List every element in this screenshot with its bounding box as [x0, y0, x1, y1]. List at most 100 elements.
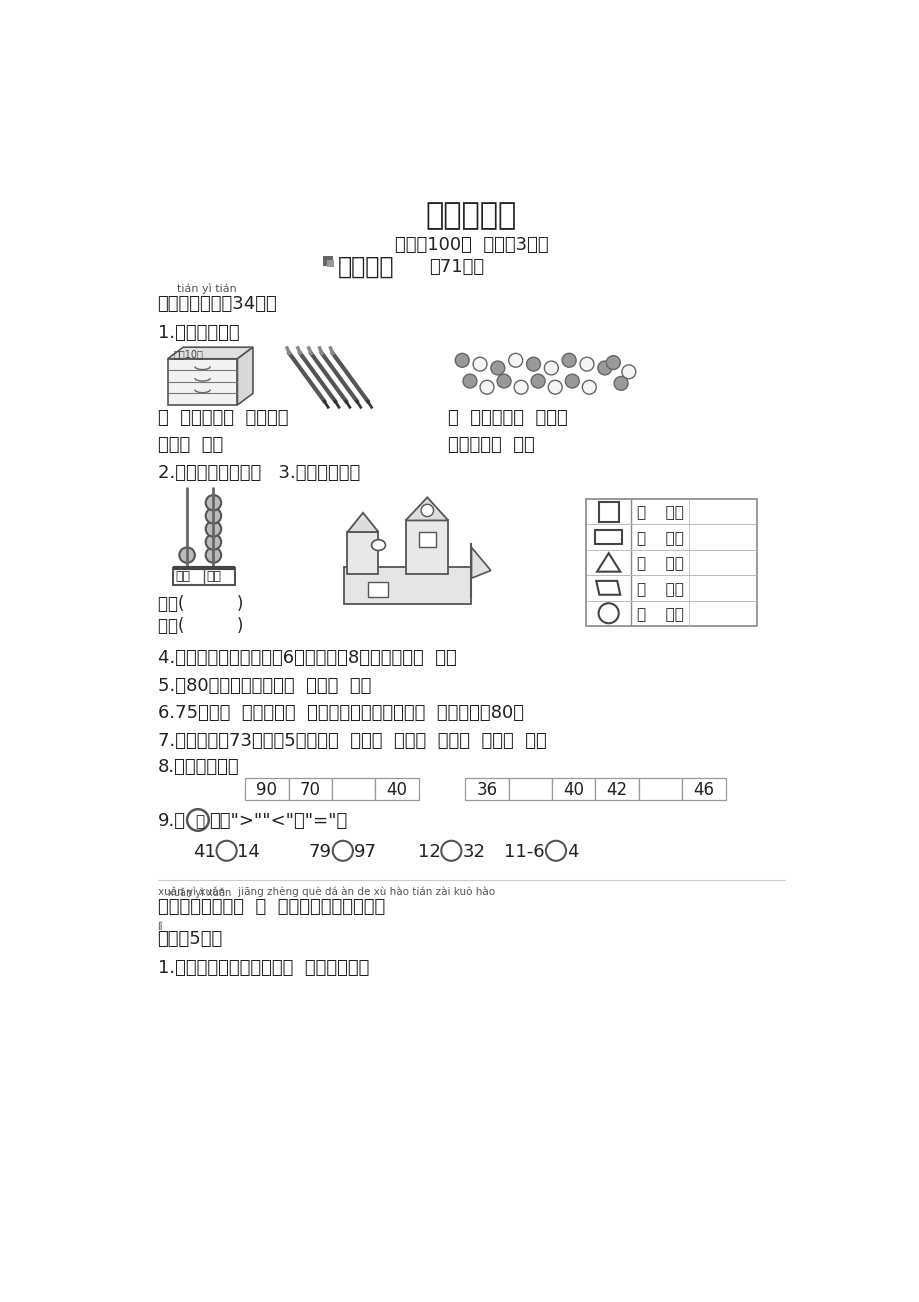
Circle shape [333, 841, 353, 861]
Text: 填上">""<"或"="。: 填上">""<"或"="。 [210, 812, 347, 831]
Circle shape [514, 380, 528, 395]
Bar [551, 779, 595, 799]
Circle shape [206, 534, 221, 549]
Text: 读作(          ): 读作( ) [157, 617, 243, 634]
Text: （  ）个十和（  ）个合起: （ ）个十和（ ）个合起 [157, 409, 288, 427]
Circle shape [491, 361, 505, 375]
Text: 个位: 个位 [206, 570, 221, 583]
Text: 42: 42 [606, 781, 627, 799]
Bar [465, 779, 508, 799]
Polygon shape [596, 553, 619, 572]
Bar [173, 568, 235, 585]
Text: lǐ: lǐ [157, 922, 163, 932]
Bar [585, 499, 756, 626]
Bar [326, 260, 334, 267]
Circle shape [579, 357, 594, 371]
Text: 每盒10支: 每盒10支 [174, 349, 203, 359]
Text: 一、填一填。（34分）: 一、填一填。（34分） [157, 294, 277, 312]
Circle shape [206, 547, 221, 562]
Text: 12: 12 [417, 844, 440, 861]
Bar [595, 530, 621, 544]
Circle shape [598, 603, 618, 624]
Text: （    ）个: （ ）个 [637, 531, 684, 546]
Text: 2.读一读，写一写。   3.看图数一数。: 2.读一读，写一写。 3.看图数一数。 [157, 465, 359, 482]
Bar [323, 256, 333, 267]
Bar [375, 779, 418, 799]
Bar [508, 779, 551, 799]
Text: 41: 41 [193, 844, 216, 861]
Bar [289, 779, 332, 799]
Circle shape [614, 376, 628, 391]
Circle shape [526, 357, 539, 371]
Text: xuǎn yì xuǎn    jiāng zhèng què dá àn de xù hào tián zài kuò hào: xuǎn yì xuǎn jiāng zhèng què dá àn de xù… [157, 887, 494, 897]
Circle shape [179, 547, 195, 562]
Circle shape [564, 374, 579, 388]
Text: （    ）个: （ ）个 [637, 607, 684, 622]
Text: 8.按规律填数。: 8.按规律填数。 [157, 758, 239, 776]
Bar [167, 359, 237, 405]
Bar [332, 779, 375, 799]
Text: 二、选一选。（将  正  确答案的序号填在括号: 二、选一选。（将 正 确答案的序号填在括号 [157, 898, 384, 915]
Text: （    ）个: （ ）个 [637, 505, 684, 521]
Text: 1.看图填一填。: 1.看图填一填。 [157, 324, 239, 342]
Text: 9.在: 9.在 [157, 812, 186, 831]
Text: 合起来是（  ）。: 合起来是（ ）。 [448, 436, 535, 454]
Bar [638, 779, 682, 799]
Text: 来是（  ）。: 来是（ ）。 [157, 436, 222, 454]
Polygon shape [347, 513, 378, 533]
Circle shape [548, 380, 562, 395]
Polygon shape [167, 348, 253, 359]
Text: 32: 32 [461, 844, 484, 861]
Ellipse shape [371, 540, 385, 551]
Bar [405, 521, 448, 574]
Circle shape [462, 374, 476, 388]
Circle shape [582, 380, 596, 395]
Bar [368, 582, 388, 598]
Bar [418, 533, 436, 547]
Text: （71分）: （71分） [428, 258, 483, 276]
Circle shape [621, 365, 635, 379]
Circle shape [545, 841, 565, 861]
Text: tián yì tián: tián yì tián [176, 284, 236, 294]
Bar [245, 779, 289, 799]
Bar [344, 566, 471, 604]
Circle shape [562, 353, 575, 367]
Circle shape [508, 353, 522, 367]
Text: 70: 70 [300, 781, 321, 799]
Bar [595, 779, 638, 799]
Circle shape [606, 355, 619, 370]
Text: 里: 里 [195, 814, 204, 829]
Circle shape [441, 841, 461, 861]
Text: 40: 40 [562, 781, 584, 799]
Polygon shape [596, 581, 619, 595]
Circle shape [544, 361, 558, 375]
Circle shape [496, 374, 510, 388]
Circle shape [472, 357, 486, 371]
Text: 7.按顺序写出73后面的5个数：（  ），（  ），（  ），（  ），（  ）。: 7.按顺序写出73后面的5个数：（ ），（ ），（ ），（ ），（ ）。 [157, 732, 546, 750]
Circle shape [455, 353, 469, 367]
Circle shape [480, 380, 494, 395]
Text: 46: 46 [693, 781, 714, 799]
Text: 4.一个两位数，个位上是6，十位上是8，这个数是（  ）。: 4.一个两位数，个位上是6，十位上是8，这个数是（ ）。 [157, 648, 456, 667]
Polygon shape [237, 348, 253, 405]
Text: （    ）个: （ ）个 [637, 582, 684, 596]
Text: 期中测试卷: 期中测试卷 [425, 201, 516, 230]
Text: 1.计数器上从右边起，第（  ）位是十位。: 1.计数器上从右边起，第（ ）位是十位。 [157, 958, 369, 976]
Text: （    ）个: （ ）个 [637, 556, 684, 572]
Text: 90: 90 [256, 781, 278, 799]
Polygon shape [405, 497, 448, 521]
Text: 十位: 十位 [176, 570, 190, 583]
Circle shape [530, 374, 545, 388]
Text: （  ）个十和（  ）个一: （ ）个十和（ ）个一 [448, 409, 567, 427]
Text: 写作(          ): 写作( ) [157, 595, 243, 613]
Circle shape [206, 508, 221, 523]
Text: 6.75是由（  ）个十和（  ）个一组成的，再添上（  ）个一就是80。: 6.75是由（ ）个十和（ ）个一组成的，再添上（ ）个一就是80。 [157, 704, 523, 723]
Text: 5.与80相邻的两个数是（  ）和（  ）。: 5.与80相邻的两个数是（ ）和（ ）。 [157, 677, 370, 695]
Text: 79: 79 [309, 844, 332, 861]
Text: 40: 40 [386, 781, 407, 799]
Text: 36: 36 [476, 781, 497, 799]
Circle shape [421, 504, 433, 517]
Circle shape [206, 495, 221, 510]
Text: 满分：100分  卷面（3分）: 满分：100分 卷面（3分） [394, 236, 548, 254]
Bar [682, 779, 725, 799]
